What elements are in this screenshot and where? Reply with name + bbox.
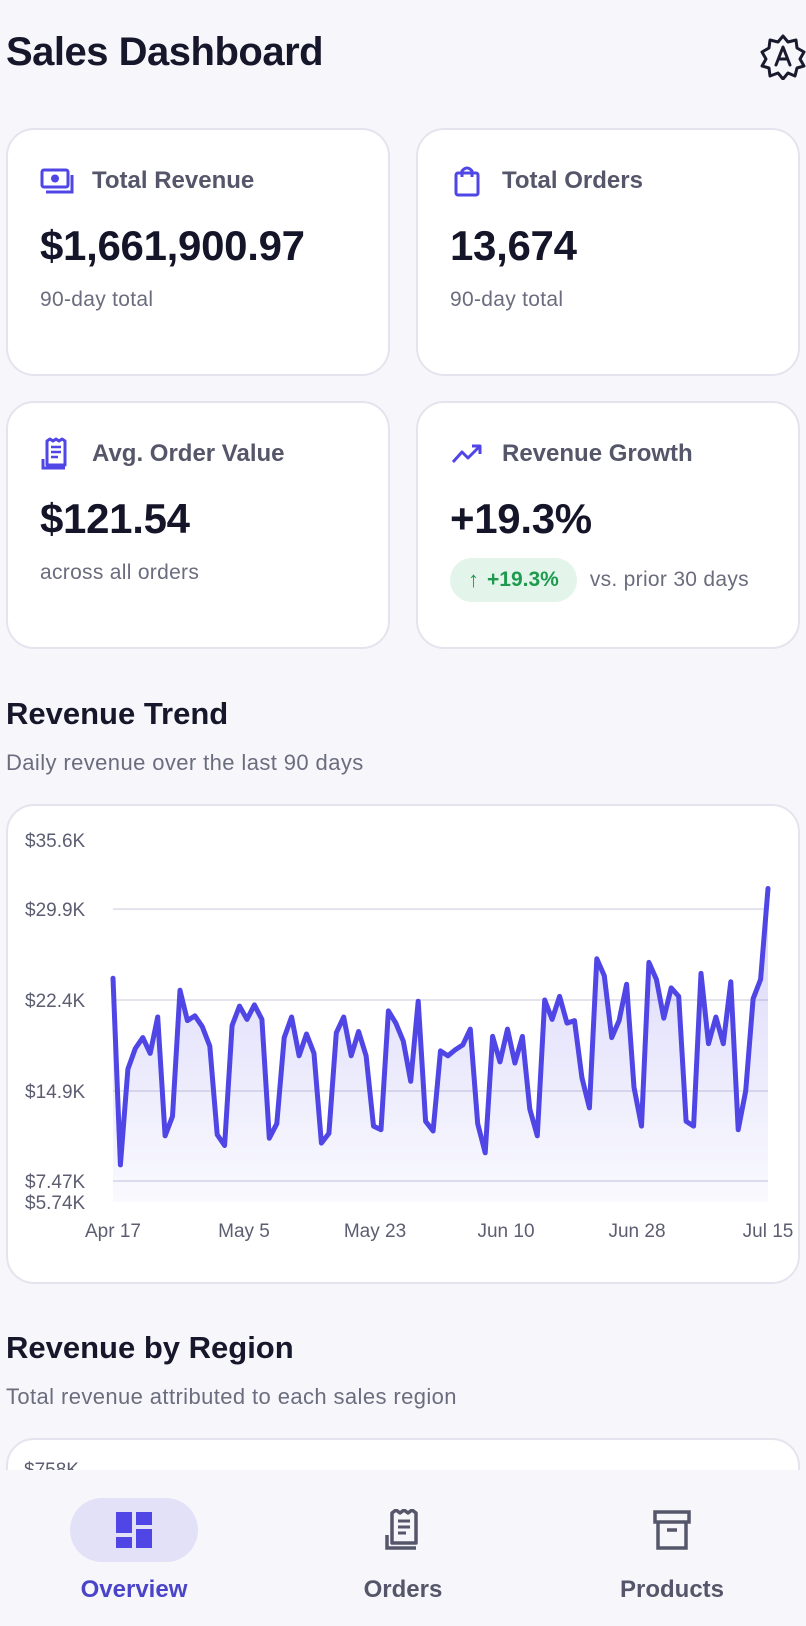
kpi-card-total-orders: Total Orders 13,674 90-day total xyxy=(416,128,800,376)
nav-pill[interactable] xyxy=(608,1498,736,1562)
revenue-trend-subtitle: Daily revenue over the last 90 days xyxy=(6,750,364,775)
nav-pill[interactable] xyxy=(70,1498,198,1562)
kpi-value: 13,674 xyxy=(450,222,577,269)
nav-label: Products xyxy=(619,1576,724,1603)
nav-item-orders[interactable]: Orders xyxy=(269,1470,537,1626)
kpi-card-revenue-growth: Revenue Growth +19.3% ↑ +19.3% vs. prior… xyxy=(416,401,800,649)
kpi-value: +19.3% xyxy=(450,495,592,542)
nav-label: Orders xyxy=(363,1576,443,1603)
revenue-trend-chart: $35.6K $29.9K $22.4K $14.9K $7.47K $5.74K Apr… xyxy=(6,804,800,1284)
y-tick-label: $5.74K xyxy=(25,1193,86,1214)
y-tick-label: $14.9K xyxy=(25,1082,86,1103)
growth-badge-value: +19.3% xyxy=(487,568,559,591)
nav-pill[interactable] xyxy=(339,1498,467,1562)
revenue-trend-title: Revenue Trend xyxy=(6,696,229,731)
kpi-label: Total Orders xyxy=(502,167,643,194)
x-tick-label: Jun 10 xyxy=(477,1221,534,1242)
kpi-value: $1,661,900.97 xyxy=(40,222,305,269)
growth-badge: ↑ +19.3% xyxy=(450,558,577,602)
y-tick-label: $35.6K xyxy=(25,831,86,852)
revenue-line xyxy=(110,886,771,1168)
receipt-icon xyxy=(385,1509,418,1550)
kpi-card-avg-order-value: Avg. Order Value $121.54 across all orde… xyxy=(6,401,390,649)
x-tick-label: Jun 28 xyxy=(608,1221,665,1242)
y-tick-label: $22.4K xyxy=(25,991,86,1012)
money-icon xyxy=(40,168,74,194)
y-tick-label: $7.47K xyxy=(25,1172,86,1193)
revenue-by-region-title: Revenue by Region xyxy=(6,1330,294,1365)
page-title: Sales Dashboard xyxy=(6,30,324,74)
kpi-card-total-revenue: Total Revenue $1,661,900.97 90-day total xyxy=(6,128,390,376)
kpi-label: Total Revenue xyxy=(92,167,255,194)
auto-theme-icon[interactable] xyxy=(760,34,806,81)
trending-up-icon xyxy=(451,444,482,464)
archive-icon xyxy=(653,1510,691,1550)
nav-label: Overview xyxy=(80,1576,188,1603)
x-tick-label: Jul 15 xyxy=(743,1221,794,1242)
kpi-subtext: vs. prior 30 days xyxy=(589,568,749,591)
shopping-bag-icon xyxy=(454,166,480,197)
x-tick-label: Apr 17 xyxy=(85,1221,141,1242)
revenue-area xyxy=(113,888,768,1202)
kpi-label: Avg. Order Value xyxy=(92,440,285,467)
kpi-subtext: 90-day total xyxy=(40,288,154,311)
y-tick-label: $29.9K xyxy=(25,900,86,921)
x-tick-label: May 23 xyxy=(344,1221,406,1242)
arrow-up-icon: ↑ xyxy=(468,567,479,592)
bottom-navigation: Overview Orders Products xyxy=(0,1470,806,1626)
x-tick-label: May 5 xyxy=(218,1221,270,1242)
receipt-icon xyxy=(41,437,67,470)
revenue-trend-svg: $35.6K $29.9K $22.4K $14.9K $7.47K$5.74K Apr… xyxy=(25,831,794,1242)
app-header: Sales Dashboard xyxy=(0,0,806,112)
nav-item-products[interactable]: Products xyxy=(538,1470,806,1626)
nav-item-overview[interactable]: Overview xyxy=(0,1470,268,1626)
kpi-subtext: 90-day total xyxy=(450,288,564,311)
kpi-value: $121.54 xyxy=(40,495,190,542)
kpi-label: Revenue Growth xyxy=(502,440,693,467)
kpi-subtext: across all orders xyxy=(40,561,200,584)
dashboard-icon xyxy=(116,1512,152,1548)
revenue-by-region-subtitle: Total revenue attributed to each sales r… xyxy=(6,1384,457,1409)
